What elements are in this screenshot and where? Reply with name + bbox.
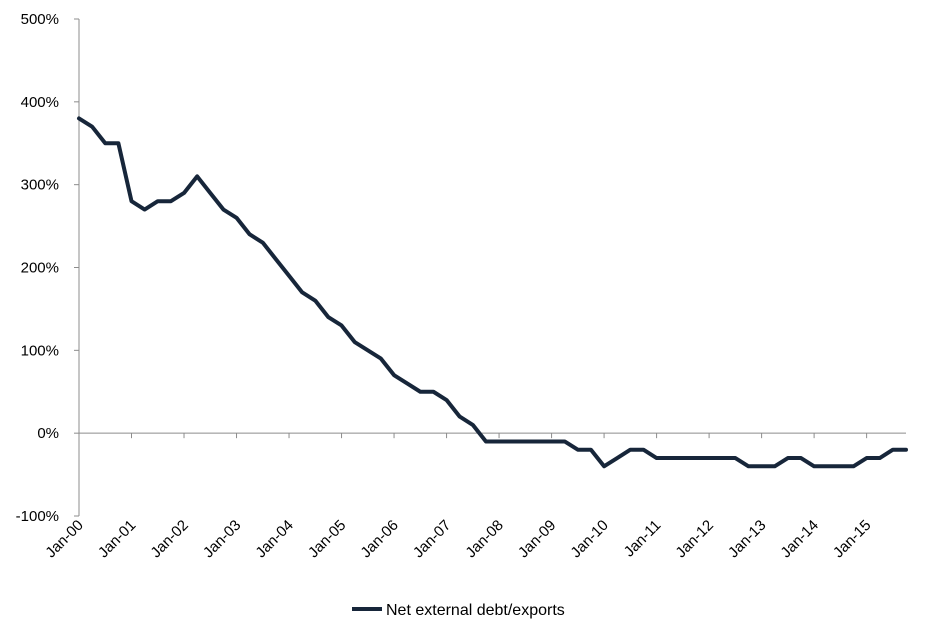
y-tick-label: 200% (21, 260, 59, 277)
x-tick-label: Jan-09 (515, 517, 559, 561)
y-tick-label: 100% (21, 342, 59, 359)
x-tick-label: Jan-05 (305, 517, 349, 561)
y-tick-label: 0% (37, 425, 59, 442)
legend: Net external debt/exports (352, 602, 565, 619)
y-tick-label: 400% (21, 94, 59, 111)
x-tick-label: Jan-14 (777, 517, 821, 561)
x-tick-label: Jan-15 (830, 517, 874, 561)
x-tick-label: Jan-08 (462, 517, 506, 561)
y-tick-label: 500% (21, 11, 59, 28)
x-axis: Jan-00 Jan-01 Jan-02 Jan-03 Jan-04 Jan-05 Jan-… (42, 432, 906, 561)
x-tick-label: Jan-13 (725, 517, 769, 561)
y-axis: -100% 0% 100% 200% 300% 400% 500% (16, 11, 80, 525)
series-line-net-external-debt-exports (77, 116, 908, 469)
x-tick-label: Jan-04 (252, 517, 296, 561)
x-tick-label: Jan-06 (357, 517, 401, 561)
y-tick-label: -100% (16, 508, 59, 525)
series-group (77, 116, 908, 469)
x-tick-label: Jan-12 (672, 517, 716, 561)
x-tick-label: Jan-10 (567, 517, 611, 561)
y-tick-label: 300% (21, 177, 59, 194)
x-tick-label: Jan-03 (200, 517, 244, 561)
x-tick-label: Jan-02 (147, 517, 191, 561)
legend-label: Net external debt/exports (386, 602, 565, 619)
x-tick-label: Jan-01 (95, 517, 139, 561)
x-tick-label: Jan-07 (410, 517, 454, 561)
x-tick-label: Jan-11 (621, 517, 665, 561)
